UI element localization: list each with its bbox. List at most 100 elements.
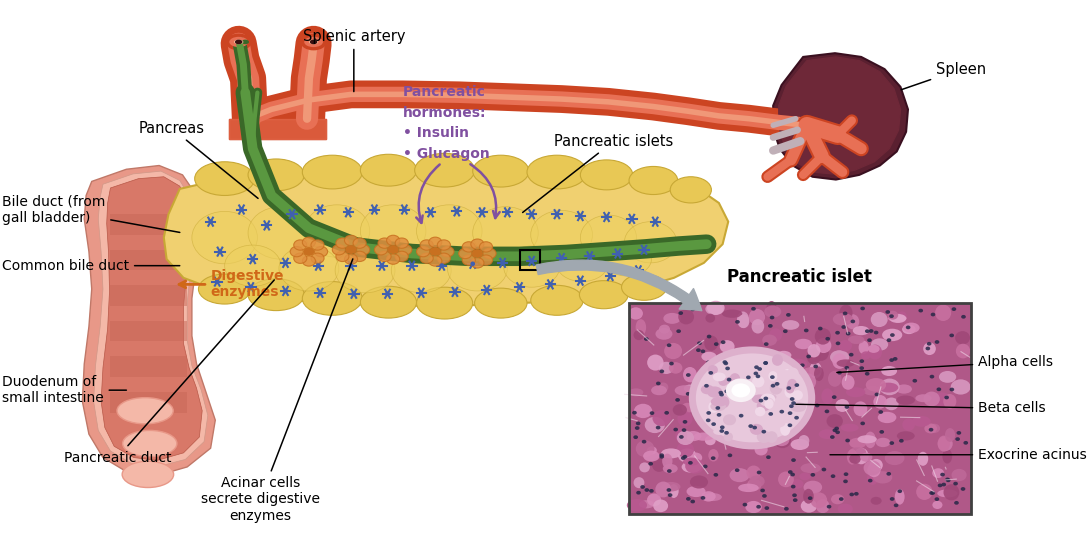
- Ellipse shape: [735, 389, 739, 392]
- Ellipse shape: [800, 381, 805, 385]
- Ellipse shape: [835, 342, 841, 345]
- Ellipse shape: [714, 342, 719, 346]
- Ellipse shape: [705, 418, 711, 422]
- Ellipse shape: [867, 463, 880, 477]
- Ellipse shape: [707, 365, 716, 381]
- Ellipse shape: [755, 365, 759, 369]
- Ellipse shape: [890, 497, 894, 501]
- Ellipse shape: [360, 205, 426, 257]
- Ellipse shape: [935, 497, 939, 501]
- Ellipse shape: [732, 379, 745, 390]
- Ellipse shape: [835, 399, 850, 412]
- Ellipse shape: [653, 219, 657, 224]
- Ellipse shape: [332, 245, 345, 255]
- Ellipse shape: [548, 282, 553, 287]
- Ellipse shape: [917, 452, 928, 466]
- Ellipse shape: [682, 420, 687, 424]
- Ellipse shape: [690, 476, 708, 489]
- Ellipse shape: [701, 349, 705, 353]
- Ellipse shape: [283, 289, 288, 293]
- Ellipse shape: [642, 440, 646, 444]
- Ellipse shape: [894, 489, 904, 505]
- Ellipse shape: [800, 499, 817, 512]
- Ellipse shape: [842, 375, 855, 390]
- Ellipse shape: [865, 329, 869, 333]
- Ellipse shape: [748, 401, 752, 405]
- Text: Beta cells: Beta cells: [796, 402, 1046, 415]
- Ellipse shape: [769, 371, 778, 381]
- Ellipse shape: [767, 455, 771, 459]
- Ellipse shape: [678, 311, 684, 315]
- Ellipse shape: [336, 251, 349, 262]
- Ellipse shape: [762, 401, 779, 413]
- Ellipse shape: [755, 444, 768, 456]
- Ellipse shape: [888, 311, 898, 320]
- Ellipse shape: [485, 288, 489, 293]
- Ellipse shape: [675, 398, 680, 402]
- Ellipse shape: [840, 305, 853, 321]
- Ellipse shape: [779, 472, 794, 487]
- Ellipse shape: [759, 399, 763, 402]
- Ellipse shape: [774, 434, 790, 446]
- Ellipse shape: [859, 359, 864, 363]
- Ellipse shape: [763, 361, 768, 365]
- Ellipse shape: [887, 338, 891, 342]
- Ellipse shape: [727, 377, 732, 381]
- Ellipse shape: [318, 290, 322, 295]
- Ellipse shape: [503, 246, 560, 287]
- Ellipse shape: [890, 333, 894, 337]
- Ellipse shape: [814, 365, 818, 368]
- Ellipse shape: [711, 456, 715, 460]
- Ellipse shape: [752, 426, 757, 429]
- Ellipse shape: [860, 306, 865, 310]
- Ellipse shape: [720, 393, 724, 397]
- Ellipse shape: [660, 453, 664, 457]
- Ellipse shape: [760, 397, 774, 406]
- Ellipse shape: [239, 207, 244, 212]
- Ellipse shape: [640, 485, 645, 489]
- Ellipse shape: [724, 361, 728, 365]
- Ellipse shape: [767, 397, 771, 401]
- Ellipse shape: [473, 207, 538, 259]
- Ellipse shape: [748, 424, 753, 428]
- Ellipse shape: [701, 496, 705, 500]
- Ellipse shape: [704, 336, 719, 351]
- Ellipse shape: [835, 430, 840, 434]
- Ellipse shape: [757, 431, 771, 443]
- Polygon shape: [779, 57, 901, 174]
- Ellipse shape: [715, 406, 720, 410]
- Ellipse shape: [898, 489, 902, 493]
- Ellipse shape: [724, 390, 729, 393]
- Ellipse shape: [941, 483, 946, 487]
- Ellipse shape: [785, 381, 790, 385]
- Ellipse shape: [760, 401, 772, 415]
- Ellipse shape: [747, 466, 761, 480]
- Ellipse shape: [722, 310, 743, 318]
- Ellipse shape: [762, 334, 776, 346]
- Ellipse shape: [737, 365, 743, 368]
- Ellipse shape: [679, 435, 684, 439]
- Ellipse shape: [704, 436, 715, 445]
- Ellipse shape: [761, 430, 767, 434]
- Ellipse shape: [732, 350, 736, 354]
- Ellipse shape: [215, 279, 219, 284]
- Ellipse shape: [649, 489, 654, 493]
- Ellipse shape: [310, 40, 318, 44]
- Ellipse shape: [879, 430, 885, 434]
- Ellipse shape: [954, 501, 959, 505]
- Ellipse shape: [629, 307, 643, 320]
- Ellipse shape: [768, 324, 773, 328]
- Ellipse shape: [235, 40, 242, 44]
- Ellipse shape: [604, 215, 609, 219]
- Ellipse shape: [616, 251, 620, 256]
- Ellipse shape: [649, 462, 653, 466]
- Ellipse shape: [818, 327, 822, 331]
- Ellipse shape: [621, 274, 666, 300]
- Ellipse shape: [956, 344, 970, 358]
- Ellipse shape: [762, 391, 781, 406]
- Ellipse shape: [518, 285, 522, 289]
- Ellipse shape: [755, 407, 765, 417]
- Ellipse shape: [846, 332, 851, 336]
- Ellipse shape: [724, 414, 741, 424]
- Ellipse shape: [378, 238, 391, 249]
